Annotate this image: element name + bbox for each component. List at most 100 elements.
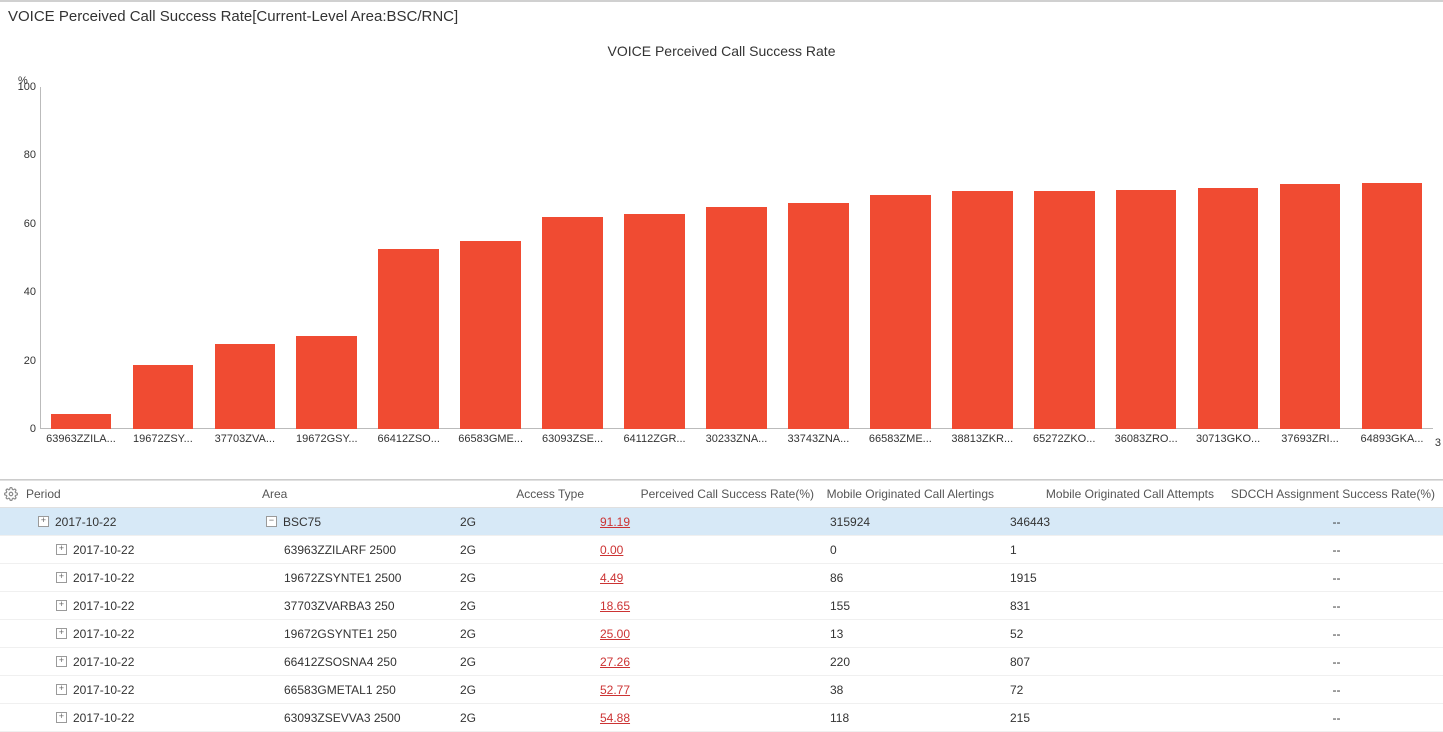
period-value: 2017-10-22 (73, 599, 134, 613)
x-tick-label: 38813ZKR... (941, 431, 1023, 449)
col-header-period[interactable]: Period (22, 487, 262, 501)
area-value: 66583GMETAL1 250 (284, 683, 396, 697)
table-row[interactable]: +2017-10-2263093ZSEVVA3 25002G54.8811821… (0, 704, 1443, 732)
bar[interactable] (460, 241, 521, 429)
table-row[interactable]: +2017-10-2219672GSYNTE1 2502G25.001352-- (0, 620, 1443, 648)
bar[interactable] (788, 203, 849, 429)
expand-icon[interactable]: + (56, 628, 67, 639)
call-alertings-value: 0 (822, 543, 1002, 557)
x-tick-label: 30713GKO... (1187, 431, 1269, 449)
call-alertings-value: 155 (822, 599, 1002, 613)
bar[interactable] (952, 191, 1013, 429)
bar[interactable] (1034, 191, 1095, 429)
area-value: 19672GSYNTE1 250 (284, 627, 397, 641)
bar-slot (859, 87, 941, 429)
bar[interactable] (870, 195, 931, 429)
x-axis-trailing-label: 3 (1435, 437, 1441, 449)
x-tick-label: 33743ZNA... (777, 431, 859, 449)
access-type-value: 2G (452, 543, 592, 557)
call-alertings-value: 13 (822, 627, 1002, 641)
table-row[interactable]: +2017-10-2263963ZZILARF 25002G0.0001-- (0, 536, 1443, 564)
success-rate-link[interactable]: 54.88 (600, 711, 630, 725)
sdcch-value: -- (1222, 683, 1443, 697)
bar[interactable] (133, 365, 194, 429)
col-header-alert[interactable]: Mobile Originated Call Alertings (822, 487, 1002, 501)
col-header-rate[interactable]: Perceived Call Success Rate(%) (592, 487, 822, 501)
expand-icon[interactable]: + (56, 544, 67, 555)
x-tick-label: 19672ZSY... (122, 431, 204, 449)
success-rate-link[interactable]: 25.00 (600, 627, 630, 641)
bar[interactable] (542, 217, 603, 429)
success-rate-link[interactable]: 27.26 (600, 655, 630, 669)
collapse-icon[interactable]: − (266, 516, 277, 527)
success-rate-link[interactable]: 91.19 (600, 515, 630, 529)
call-attempts-value: 807 (1002, 655, 1222, 669)
bar[interactable] (296, 336, 357, 429)
bar-slot (941, 87, 1023, 429)
bar[interactable] (378, 249, 439, 429)
data-table: Period Area Access Type Perceived Call S… (0, 480, 1443, 732)
table-row[interactable]: +2017-10-22−BSC752G91.19315924346443-- (0, 508, 1443, 536)
bar[interactable] (1280, 184, 1341, 429)
sdcch-value: -- (1222, 571, 1443, 585)
table-row[interactable]: +2017-10-2266412ZSOSNA4 2502G27.26220807… (0, 648, 1443, 676)
area-value: 63963ZZILARF 2500 (284, 543, 396, 557)
bar[interactable] (706, 207, 767, 429)
bar[interactable] (215, 344, 276, 430)
sdcch-value: -- (1222, 599, 1443, 613)
table-row[interactable]: +2017-10-2237703ZVARBA3 2502G18.65155831… (0, 592, 1443, 620)
expand-icon[interactable]: + (56, 600, 67, 611)
table-row[interactable]: +2017-10-2266583GMETAL1 2502G52.773872-- (0, 676, 1443, 704)
success-rate-link[interactable]: 52.77 (600, 683, 630, 697)
period-value: 2017-10-22 (55, 515, 116, 529)
bar-slot (1351, 87, 1433, 429)
chart-title: VOICE Perceived Call Success Rate (0, 43, 1443, 59)
success-rate-link[interactable]: 0.00 (600, 543, 623, 557)
x-tick-label: 64112ZGR... (614, 431, 696, 449)
table-row[interactable]: +2017-10-2219672ZSYNTE1 25002G4.49861915… (0, 564, 1443, 592)
call-attempts-value: 1915 (1002, 571, 1222, 585)
bar-slot (532, 87, 614, 429)
period-value: 2017-10-22 (73, 683, 134, 697)
bar-slot (1269, 87, 1351, 429)
success-rate-link[interactable]: 4.49 (600, 571, 623, 585)
bar[interactable] (1116, 190, 1177, 429)
bar-slot (122, 87, 204, 429)
bar[interactable] (51, 414, 112, 429)
col-header-sdcch[interactable]: SDCCH Assignment Success Rate(%) (1222, 487, 1443, 501)
access-type-value: 2G (452, 571, 592, 585)
bar-slot (204, 87, 286, 429)
access-type-value: 2G (452, 655, 592, 669)
expand-icon[interactable]: + (56, 712, 67, 723)
expand-icon[interactable]: + (56, 684, 67, 695)
x-tick-label: 63093ZSE... (532, 431, 614, 449)
expand-icon[interactable]: + (56, 572, 67, 583)
call-alertings-value: 38 (822, 683, 1002, 697)
period-value: 2017-10-22 (73, 543, 134, 557)
col-header-attempt[interactable]: Mobile Originated Call Attempts (1002, 487, 1222, 501)
col-header-access[interactable]: Access Type (452, 487, 592, 501)
period-value: 2017-10-22 (73, 711, 134, 725)
y-tick-label: 80 (14, 149, 36, 161)
bar-slot (1023, 87, 1105, 429)
chart-plot: 020406080100 63963ZZILA...19672ZSY...377… (40, 87, 1433, 449)
access-type-value: 2G (452, 599, 592, 613)
expand-icon[interactable]: + (38, 516, 49, 527)
period-value: 2017-10-22 (73, 627, 134, 641)
table-settings-button[interactable] (0, 487, 22, 501)
bar[interactable] (1362, 183, 1423, 429)
bar[interactable] (624, 214, 685, 429)
col-header-area[interactable]: Area (262, 487, 452, 501)
bar[interactable] (1198, 188, 1259, 429)
y-tick-label: 40 (14, 286, 36, 298)
x-tick-label: 36083ZRO... (1105, 431, 1187, 449)
x-tick-label: 37703ZVA... (204, 431, 286, 449)
x-tick-label: 19672GSY... (286, 431, 368, 449)
access-type-value: 2G (452, 515, 592, 529)
success-rate-link[interactable]: 18.65 (600, 599, 630, 613)
bar-slot (696, 87, 778, 429)
bar-slot (1105, 87, 1187, 429)
expand-icon[interactable]: + (56, 656, 67, 667)
sdcch-value: -- (1222, 543, 1443, 557)
bar-slot (777, 87, 859, 429)
